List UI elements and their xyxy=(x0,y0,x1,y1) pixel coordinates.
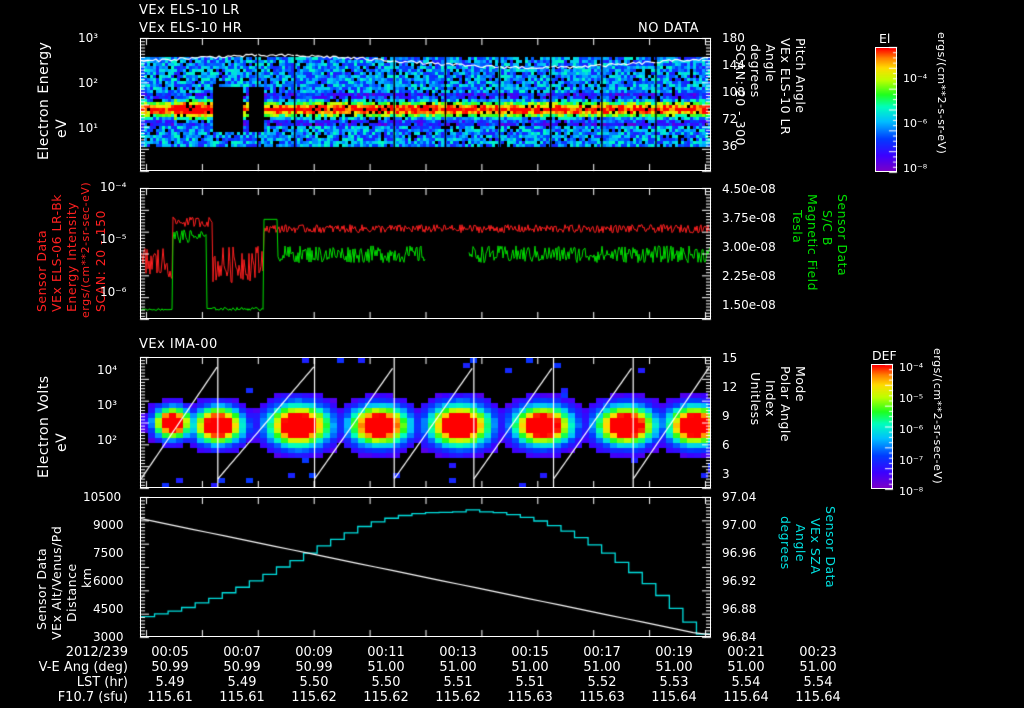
figure-root: VEx ELS-10 LR VEx ELS-10 HR NO DATA Elec… xyxy=(0,0,1024,708)
axis-ticks-layer xyxy=(0,0,1024,708)
